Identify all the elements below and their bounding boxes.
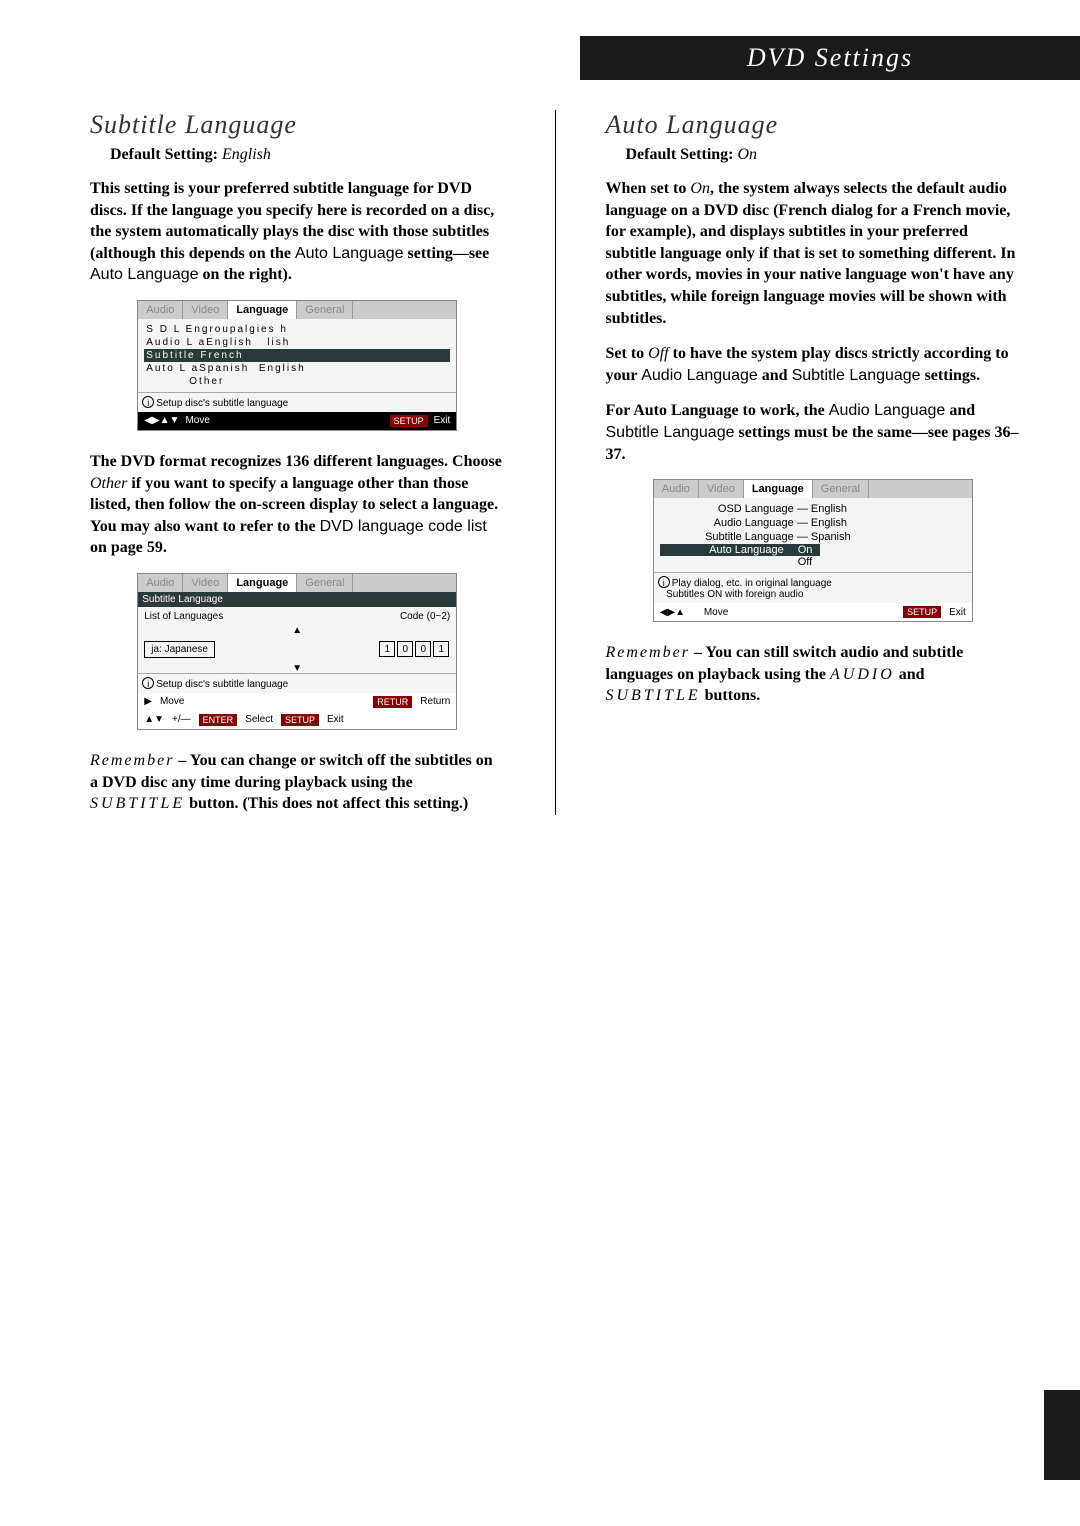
remember-label: Remember — [90, 752, 174, 769]
column-divider — [555, 110, 556, 815]
osd1-tab-language: Language — [228, 301, 297, 319]
digit-4: 1 — [433, 641, 449, 657]
right-column: Auto Language Default Setting: On When s… — [606, 110, 1021, 815]
info-icon: i — [142, 396, 154, 408]
enter-btn: ENTER — [199, 714, 238, 726]
osd1-body: S D L Engroupalgies h Audio L aEnglish l… — [138, 319, 456, 392]
osd2-footer1: ▶Move RETURReturn — [138, 693, 456, 711]
return-btn: RETUR — [373, 696, 412, 708]
auto-lang-title: Auto Language — [606, 110, 1021, 140]
page-header: DVD Settings — [580, 36, 1080, 80]
side-tab — [1044, 1390, 1080, 1480]
osd1-tab-audio: Audio — [138, 301, 183, 319]
osd1-header-row: S D L Engroupalgies h — [144, 323, 450, 336]
right-arrow-icon: ▶ — [144, 696, 152, 707]
osd3-line-audio: Audio Language — English — [660, 516, 966, 530]
osd3-off-row: Off — [660, 556, 966, 568]
left-remember: Remember – You can change or switch off … — [90, 750, 505, 815]
setup-btn: SETUP — [281, 714, 319, 726]
osd2-tabs: Audio Video Language General — [138, 574, 456, 592]
default-setting-left: Default Setting: English — [110, 146, 505, 164]
osd1-row-subtitle: Subtitle French — [144, 349, 450, 362]
subtitle-lang-title: Subtitle Language — [90, 110, 505, 140]
digit-boxes: 1001 — [378, 641, 450, 657]
osd3-tab-video: Video — [699, 480, 744, 498]
left-column: Subtitle Language Default Setting: Engli… — [90, 110, 505, 815]
arrow-icons: ◀▶▲▼ — [144, 415, 179, 426]
osd1-tab-video: Video — [183, 301, 228, 319]
setup-btn: SETUP — [390, 415, 428, 427]
osd1-row-auto: Auto L aSpanish English — [144, 362, 450, 375]
osd3-info: iPlay dialog, etc. in original language … — [654, 572, 972, 603]
osd2-info: iSetup disc's subtitle language — [138, 673, 456, 693]
right-para1: When set to On, the system always select… — [606, 178, 1021, 329]
default-value: On — [737, 146, 757, 163]
osd3-line-subtitle: Subtitle Language — Spanish — [660, 530, 966, 544]
osd1-tab-general: General — [297, 301, 353, 319]
osd1-row-audio: Audio L aEnglish lish — [144, 336, 450, 349]
osd2-list-row: List of Languages Code (0~2) — [138, 607, 456, 626]
osd1-info: iSetup disc's subtitle language — [138, 392, 456, 412]
osd3-tab-audio: Audio — [654, 480, 699, 498]
info-icon: i — [142, 677, 154, 689]
osd2-tab-audio: Audio — [138, 574, 183, 592]
lang-code-box: ja: Japanese — [144, 641, 215, 658]
info-icon: i — [658, 576, 670, 588]
osd1-footer: ◀▶▲▼Move SETUPExit — [138, 412, 456, 430]
right-para3: For Auto Language to work, the Audio Lan… — [606, 400, 1021, 465]
osd-screenshot-2: Audio Video Language General Subtitle La… — [137, 573, 457, 730]
osd2-footer2: ▲▼+/— ENTERSelect SETUPExit — [138, 711, 456, 729]
osd3-footer: ◀▶▲ Move SETUPExit — [654, 603, 972, 621]
default-setting-right: Default Setting: On — [626, 146, 1021, 164]
digit-1: 1 — [379, 641, 395, 657]
osd1-row-other: Other — [144, 375, 450, 388]
osd3-auto-row: Auto Language On — [660, 544, 966, 556]
osd1-tabs: Audio Video Language General — [138, 301, 456, 319]
osd2-tab-video: Video — [183, 574, 228, 592]
osd2-subheader: Subtitle Language — [138, 592, 456, 607]
default-label: Default Setting: — [626, 146, 734, 163]
default-label: Default Setting: — [110, 146, 218, 163]
right-para2: Set to Off to have the system play discs… — [606, 343, 1021, 386]
down-arrow-icon: ▼ — [138, 664, 456, 673]
left-para1: This setting is your preferred subtitle … — [90, 178, 505, 286]
osd2-tab-general: General — [297, 574, 353, 592]
osd-screenshot-1: Audio Video Language General S D L Engro… — [137, 300, 457, 431]
arrow-icons: ◀▶▲ — [660, 607, 685, 618]
left-para2: The DVD format recognizes 136 different … — [90, 451, 505, 559]
osd2-tab-language: Language — [228, 574, 297, 592]
osd-screenshot-3: Audio Video Language General OSD Languag… — [653, 479, 973, 622]
osd3-line-osd: OSD Language — English — [660, 502, 966, 516]
osd3-tabs: Audio Video Language General — [654, 480, 972, 498]
page-content: Subtitle Language Default Setting: Engli… — [0, 0, 1080, 855]
digit-3: 0 — [415, 641, 431, 657]
default-value: English — [222, 146, 271, 163]
right-remember: Remember – You can still switch audio an… — [606, 642, 1021, 707]
up-arrow-icon: ▲ — [138, 626, 456, 635]
updown-arrow-icon: ▲▼ — [144, 714, 164, 725]
osd3-tab-general: General — [813, 480, 869, 498]
digit-2: 0 — [397, 641, 413, 657]
remember-label: Remember — [606, 644, 690, 661]
setup-btn: SETUP — [903, 606, 941, 618]
osd3-tab-language: Language — [744, 480, 813, 498]
osd2-code-row: ja: Japanese 1001 — [138, 635, 456, 664]
osd3-body: OSD Language — English Audio Language — … — [654, 498, 972, 572]
